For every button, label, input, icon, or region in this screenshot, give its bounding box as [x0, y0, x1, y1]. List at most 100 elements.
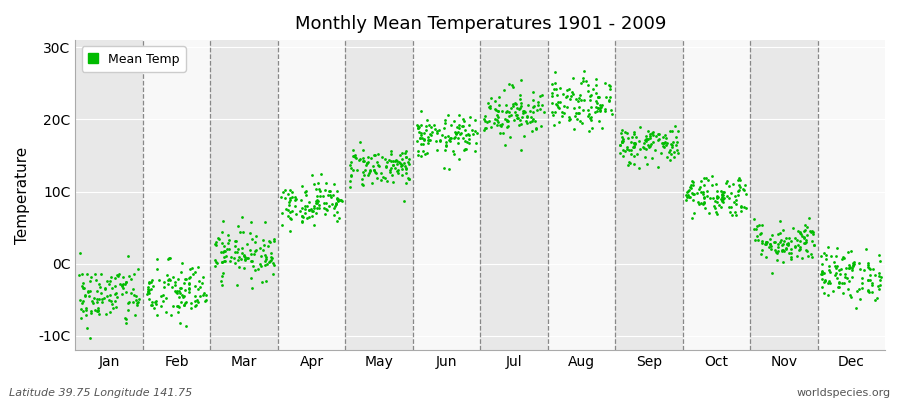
Point — [89, 276, 104, 283]
Point — [84, 310, 98, 316]
Point — [100, 278, 114, 284]
Point — [377, 175, 392, 181]
Point — [588, 109, 602, 115]
Point — [89, 296, 104, 302]
Point — [230, 282, 244, 288]
Point — [488, 106, 502, 112]
Point — [860, 277, 875, 283]
Point — [580, 77, 594, 84]
Point — [603, 86, 617, 92]
Point — [343, 178, 357, 184]
Point — [582, 92, 597, 99]
Point — [739, 191, 753, 197]
Point — [862, 264, 877, 271]
Point — [194, 280, 209, 286]
Point — [306, 222, 320, 228]
Point — [430, 130, 445, 136]
Point — [549, 86, 563, 92]
Point — [669, 142, 683, 148]
Point — [535, 92, 549, 98]
Point — [814, 253, 828, 259]
Point — [460, 139, 474, 146]
Point — [277, 195, 292, 201]
Point — [182, 275, 196, 281]
Point — [212, 235, 226, 242]
Point — [125, 286, 140, 292]
Point — [684, 184, 698, 191]
Point — [418, 151, 432, 158]
Point — [344, 164, 358, 171]
Point — [418, 123, 433, 129]
Point — [441, 133, 455, 139]
Point — [636, 144, 651, 150]
Point — [319, 200, 333, 206]
Point — [457, 126, 472, 133]
Point — [464, 127, 479, 134]
Point — [240, 254, 255, 261]
Point — [422, 122, 436, 128]
Point — [169, 287, 184, 294]
Point — [797, 222, 812, 228]
Point — [446, 148, 460, 155]
Point — [184, 300, 199, 307]
Point — [662, 149, 676, 155]
Point — [318, 211, 332, 217]
Point — [494, 123, 508, 129]
Point — [238, 254, 253, 261]
Point — [514, 103, 528, 110]
Point — [438, 134, 453, 140]
Point — [553, 119, 567, 125]
Point — [258, 258, 273, 264]
Point — [737, 186, 751, 193]
Point — [533, 93, 547, 100]
Point — [436, 125, 451, 131]
Point — [500, 123, 515, 130]
Point — [707, 198, 722, 204]
Point — [234, 255, 248, 262]
Point — [350, 167, 365, 173]
Point — [613, 142, 627, 148]
Point — [222, 246, 237, 252]
Point — [179, 323, 194, 329]
Point — [384, 172, 399, 178]
Point — [275, 222, 290, 228]
Point — [431, 127, 446, 134]
Point — [613, 150, 627, 156]
Point — [284, 187, 298, 194]
Point — [102, 297, 116, 303]
Point — [749, 226, 763, 232]
Point — [513, 121, 527, 127]
Point — [416, 141, 430, 148]
Bar — [278, 40, 346, 350]
Point — [619, 146, 634, 152]
Point — [613, 142, 627, 148]
Point — [367, 152, 382, 158]
Point — [788, 243, 802, 250]
Point — [332, 197, 347, 204]
Point — [316, 193, 330, 199]
Point — [393, 152, 408, 158]
Point — [680, 197, 694, 204]
Point — [173, 290, 187, 296]
Point — [158, 309, 173, 315]
Point — [284, 194, 299, 200]
Point — [184, 305, 198, 312]
Point — [181, 286, 195, 292]
Point — [710, 187, 724, 194]
Point — [590, 82, 604, 88]
Point — [639, 161, 653, 167]
Point — [776, 240, 790, 247]
Point — [98, 286, 112, 292]
Point — [325, 201, 339, 208]
Point — [249, 246, 264, 253]
Point — [526, 88, 540, 95]
Point — [491, 119, 505, 125]
Point — [552, 105, 566, 111]
Point — [108, 298, 122, 304]
Point — [172, 288, 186, 294]
Point — [394, 161, 409, 168]
Point — [197, 290, 211, 296]
Point — [598, 93, 613, 100]
Point — [645, 129, 660, 135]
Point — [491, 108, 505, 114]
